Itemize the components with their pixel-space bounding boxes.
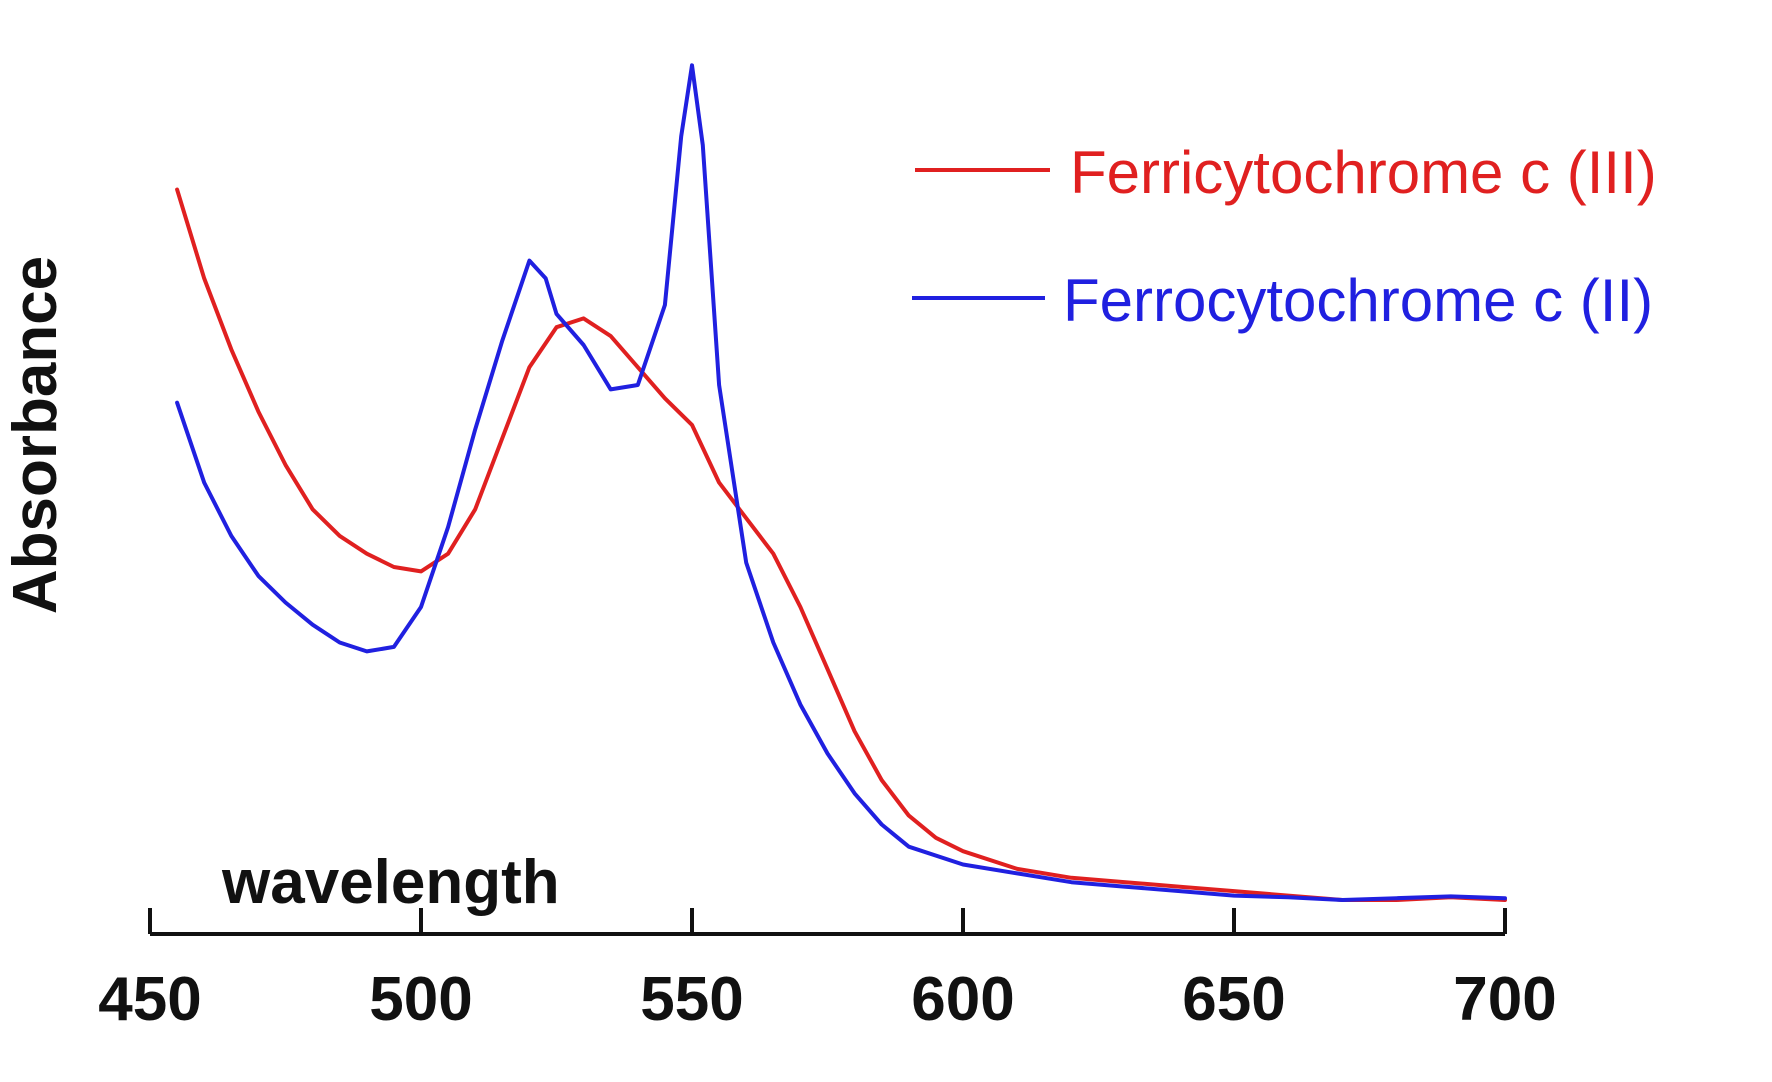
- x-tick-label-450: 450: [98, 965, 201, 1034]
- legend-label-ferrocytochrome: Ferrocytochrome c (II): [1063, 267, 1653, 334]
- legend: Ferricytochrome c (III) Ferrocytochrome …: [912, 139, 1657, 334]
- x-tick-label-700: 700: [1453, 965, 1556, 1034]
- legend-label-ferricytochrome: Ferricytochrome c (III): [1070, 139, 1657, 206]
- x-tick-label-650: 650: [1182, 965, 1285, 1034]
- series-line-ferricytochrome: [175, 187, 1507, 902]
- x-tick-label-500: 500: [369, 965, 472, 1034]
- plot-area: [175, 63, 1507, 902]
- x-axis-title: wavelength: [221, 848, 560, 917]
- x-axis-ticks: 450 500 550 600 650 700: [98, 908, 1557, 1034]
- x-tick-label-600: 600: [911, 965, 1014, 1034]
- y-axis-title: Absorbance: [1, 256, 70, 614]
- series-line-ferrocytochrome: [175, 63, 1507, 902]
- x-tick-label-550: 550: [640, 965, 743, 1034]
